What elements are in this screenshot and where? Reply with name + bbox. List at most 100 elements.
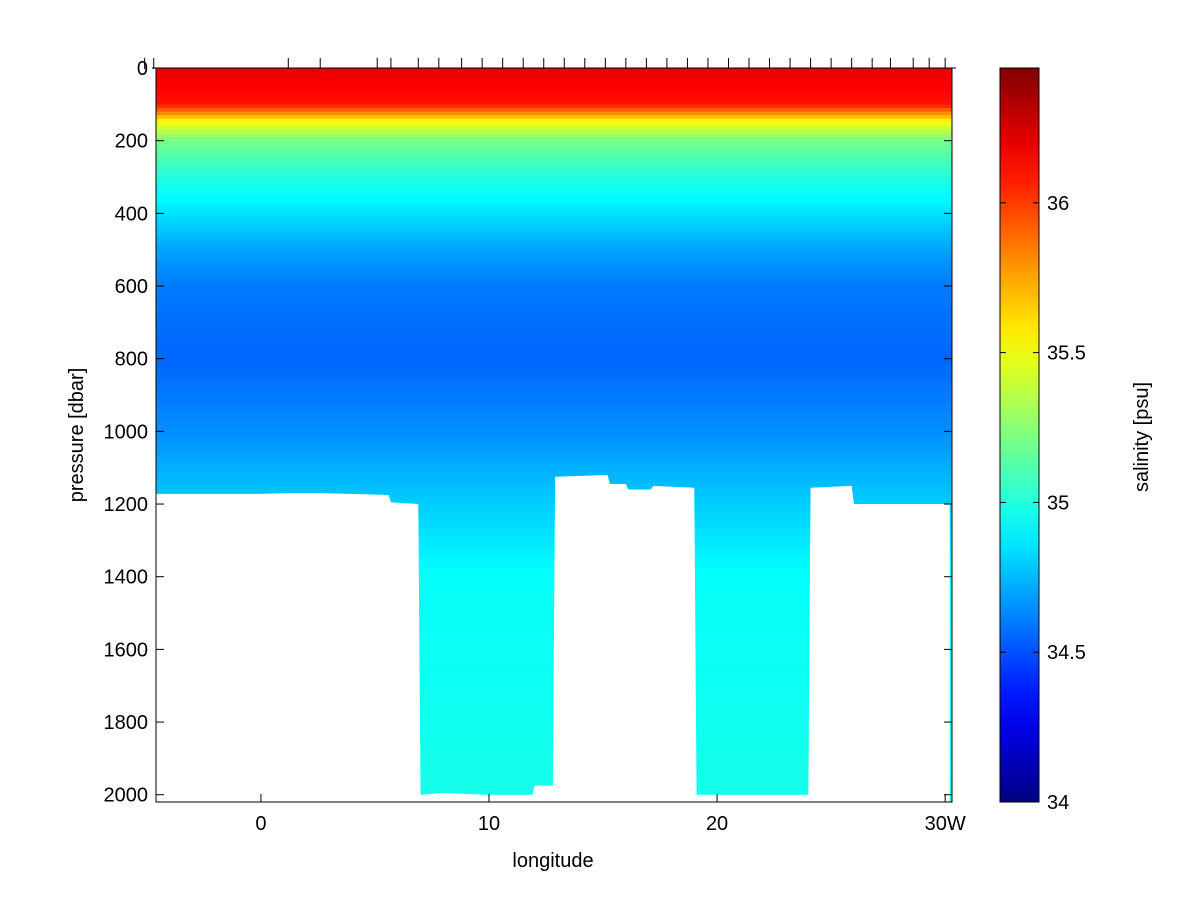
x-axis-label: longitude — [512, 850, 593, 872]
salinity-band — [156, 282, 952, 287]
salinity-band — [156, 482, 952, 487]
y-tick-label: 600 — [115, 276, 148, 298]
colorbar-tick-label: 35 — [1047, 492, 1069, 514]
salinity-band — [156, 507, 952, 512]
salinity-band — [156, 220, 952, 225]
colorbar-tick-label: 35.5 — [1047, 343, 1086, 365]
salinity-band — [156, 598, 952, 603]
salinity-band — [156, 569, 952, 574]
salinity-band — [156, 522, 952, 527]
salinity-band — [156, 68, 952, 73]
salinity-band — [156, 318, 952, 323]
y-tick-label: 1400 — [104, 567, 149, 589]
salinity-band — [156, 180, 952, 185]
salinity-band — [156, 544, 952, 549]
salinity-band — [156, 235, 952, 240]
salinity-band — [156, 562, 952, 567]
salinity-band — [156, 525, 952, 531]
salinity-band — [156, 398, 952, 403]
salinity-band — [156, 246, 952, 251]
salinity-band — [156, 373, 952, 378]
salinity-band — [156, 514, 952, 520]
salinity-band — [156, 256, 952, 262]
salinity-band — [156, 551, 952, 556]
salinity-band — [156, 442, 952, 447]
salinity-band — [156, 169, 952, 174]
y-tick-label: 800 — [115, 349, 148, 371]
salinity-band — [156, 395, 952, 400]
salinity-band — [156, 420, 952, 425]
salinity-band — [156, 500, 952, 505]
salinity-band — [156, 467, 952, 472]
salinity-band — [156, 329, 952, 334]
salinity-band — [156, 413, 952, 418]
salinity-band — [156, 431, 952, 436]
salinity-band — [156, 344, 952, 349]
salinity-band — [156, 427, 952, 432]
salinity-band — [156, 620, 952, 625]
salinity-band — [156, 278, 952, 283]
salinity-band — [156, 93, 952, 98]
y-tick-label: 200 — [115, 131, 148, 153]
salinity-band — [156, 580, 952, 585]
salinity-band — [156, 177, 952, 182]
salinity-band — [156, 133, 952, 138]
salinity-band — [156, 300, 952, 305]
salinity-band — [156, 605, 952, 611]
salinity-band — [156, 78, 952, 84]
salinity-band — [156, 271, 952, 276]
salinity-band — [156, 100, 952, 105]
y-axis: 0 200 400 600 800 1000 1200 1400 1600 1800 2000 — [104, 58, 952, 807]
salinity-band — [156, 478, 952, 483]
salinity-band — [156, 558, 952, 563]
salinity-band — [156, 107, 952, 113]
salinity-band — [156, 504, 952, 509]
salinity-band — [156, 129, 952, 135]
salinity-band — [156, 155, 952, 160]
salinity-band — [156, 616, 952, 621]
salinity-band — [156, 613, 952, 618]
salinity-band — [156, 456, 952, 462]
salinity-band — [156, 576, 952, 581]
salinity-band — [156, 609, 952, 614]
salinity-band — [156, 358, 952, 363]
salinity-band — [156, 336, 952, 342]
salinity-band — [156, 587, 952, 592]
y-tick-label: 1600 — [104, 639, 149, 661]
salinity-band — [156, 536, 952, 541]
salinity-band — [156, 380, 952, 385]
salinity-band — [156, 118, 952, 124]
salinity-band — [156, 591, 952, 596]
salinity-band — [156, 249, 952, 254]
salinity-band — [156, 216, 952, 222]
salinity-band — [156, 191, 952, 196]
salinity-band — [156, 489, 952, 494]
salinity-band — [156, 89, 952, 95]
salinity-band — [156, 533, 952, 538]
salinity-band — [156, 86, 952, 91]
salinity-band — [156, 289, 952, 294]
section-plot-area — [156, 68, 952, 802]
salinity-band — [156, 602, 952, 607]
salinity-band — [156, 198, 952, 204]
salinity-band — [156, 195, 952, 200]
salinity-band — [156, 286, 952, 291]
y-tick-label: 400 — [115, 203, 148, 225]
colorbar-fill — [999, 67, 1040, 803]
salinity-band — [156, 304, 952, 309]
salinity-band — [156, 384, 952, 389]
salinity-band — [156, 416, 952, 422]
salinity-band — [156, 594, 952, 600]
salinity-band — [156, 122, 952, 127]
salinity-band — [156, 260, 952, 265]
salinity-band — [156, 445, 952, 451]
salinity-band — [156, 376, 952, 382]
salinity-band — [156, 453, 952, 458]
salinity-band — [156, 387, 952, 392]
salinity-band — [156, 464, 952, 469]
salinity-band — [156, 213, 952, 218]
salinity-band — [156, 355, 952, 360]
salinity-band — [156, 315, 952, 320]
salinity-band — [156, 438, 952, 443]
salinity-band — [156, 126, 952, 131]
